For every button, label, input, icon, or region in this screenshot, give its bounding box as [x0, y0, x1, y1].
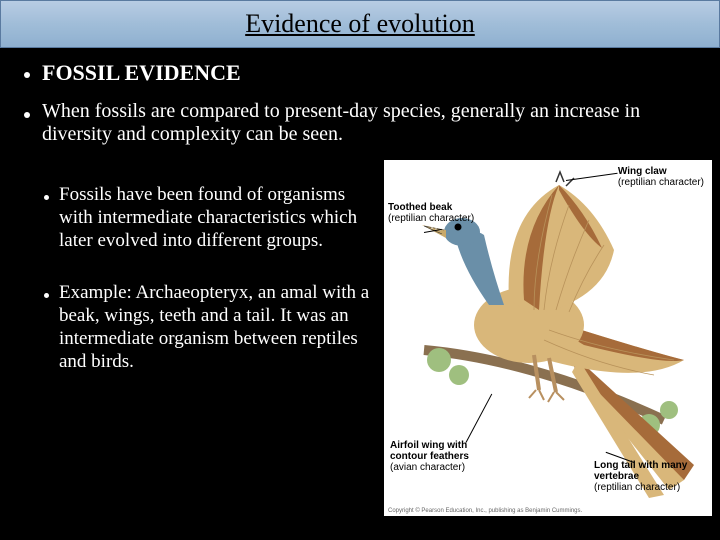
label-text: Long tail with many vertebrae [594, 460, 687, 482]
label-wing-claw: Wing claw (reptilian character) [618, 166, 704, 188]
label-text: Airfoil wing with contour feathers [390, 440, 469, 462]
slide-title: Evidence of evolution [245, 9, 475, 39]
label-toothed-beak: Toothed beak (reptilian character) [388, 202, 474, 224]
bullet-icon [44, 293, 49, 298]
title-bar: Evidence of evolution [0, 0, 720, 48]
content-area: FOSSIL EVIDENCE When fossils are compare… [0, 48, 720, 146]
section-heading: FOSSIL EVIDENCE [42, 60, 241, 86]
paragraph-block: When fossils are compared to present-day… [24, 100, 696, 146]
lower-text-column: Fossils have been found of organisms wit… [24, 160, 380, 516]
sub-text-2: Example: Archaeopteryx, an amal with a b… [59, 282, 380, 373]
label-subtext: (reptilian character) [594, 482, 680, 493]
sub-text-1: Fossils have been found of organisms wit… [59, 184, 380, 252]
label-subtext: (reptilian character) [618, 177, 704, 188]
paragraph-1: When fossils are compared to present-day… [42, 100, 696, 146]
bullet-icon [44, 195, 49, 200]
figure-copyright: Copyright © Pearson Education, Inc., pub… [388, 508, 582, 514]
bullet-icon [24, 72, 30, 78]
label-airfoil-wing: Airfoil wing with contour feathers (avia… [390, 440, 480, 473]
archaeopteryx-figure: Wing claw (reptilian character) Toothed … [384, 160, 712, 516]
label-text: Toothed beak [388, 202, 452, 213]
label-text: Wing claw [618, 166, 667, 177]
heading-block: FOSSIL EVIDENCE [24, 60, 696, 86]
sub-bullet-2: Example: Archaeopteryx, an amal with a b… [44, 282, 380, 373]
lower-row: Fossils have been found of organisms wit… [0, 160, 720, 516]
sub-bullet-1: Fossils have been found of organisms wit… [44, 184, 380, 252]
bullet-icon [24, 112, 30, 118]
label-subtext: (reptilian character) [388, 213, 474, 224]
label-long-tail: Long tail with many vertebrae (reptilian… [594, 460, 704, 493]
label-subtext: (avian character) [390, 462, 465, 473]
